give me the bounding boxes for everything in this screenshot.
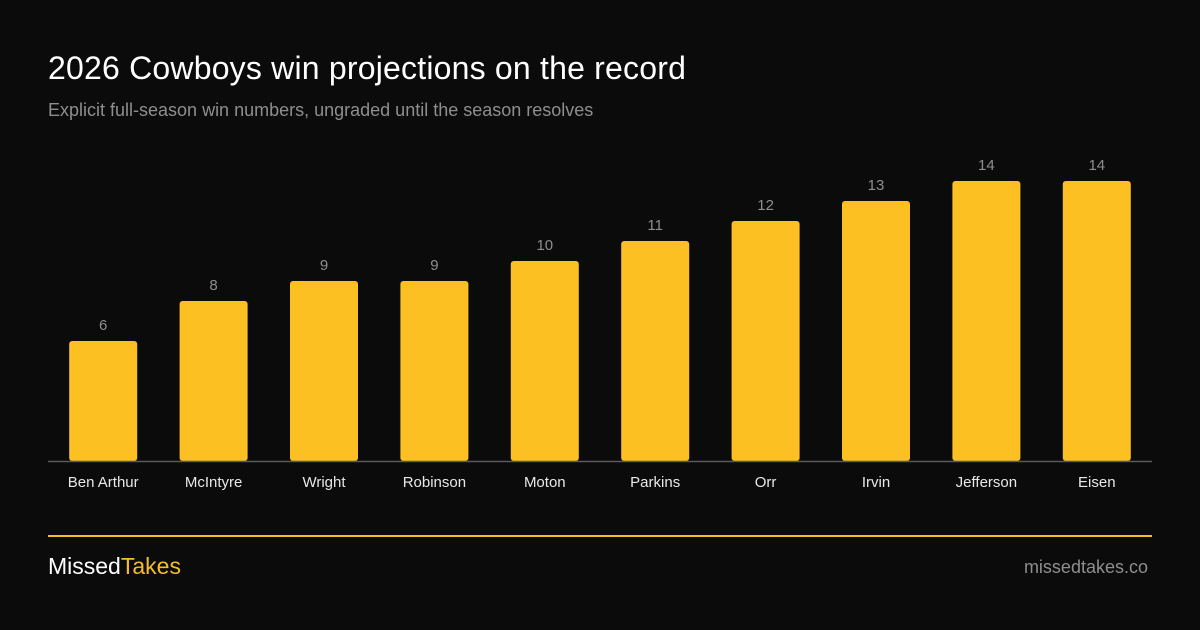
data-label-5: 11 — [647, 217, 663, 234]
category-label-7: Irvin — [862, 474, 890, 491]
category-label-9: Eisen — [1078, 474, 1116, 491]
bar-2 — [290, 281, 358, 461]
bar-1 — [179, 301, 248, 461]
footer-divider — [48, 535, 1152, 537]
chart-subtitle: Explicit full-season win numbers, ungrad… — [48, 100, 594, 120]
data-label-6: 12 — [757, 197, 774, 214]
brand-logo-part2: Takes — [120, 553, 181, 579]
data-label-3: 9 — [430, 257, 438, 274]
bar-3 — [400, 281, 469, 461]
bar-5 — [621, 241, 690, 461]
site-url: missedtakes.co — [1023, 557, 1148, 577]
data-label-7: 13 — [868, 177, 885, 194]
data-label-0: 6 — [99, 317, 107, 334]
bar-7 — [842, 201, 910, 461]
bar-4 — [510, 261, 579, 461]
category-label-3: Robinson — [403, 474, 466, 491]
brand-logo-part1: Missed — [48, 553, 121, 579]
data-label-8: 14 — [978, 157, 995, 174]
bar-0 — [69, 341, 138, 461]
bar-9 — [1062, 181, 1131, 461]
data-label-1: 8 — [209, 277, 217, 294]
category-label-5: Parkins — [630, 474, 680, 491]
category-label-8: Jefferson — [956, 474, 1017, 491]
category-label-6: Orr — [755, 474, 777, 491]
data-label-9: 14 — [1088, 157, 1105, 174]
bar-8 — [952, 181, 1021, 461]
category-label-4: Moton — [524, 474, 566, 491]
category-label-2: Wright — [302, 474, 346, 491]
category-label-1: McIntyre — [185, 474, 243, 491]
brand-logo: MissedTakes — [48, 553, 181, 580]
bar-6 — [731, 221, 800, 461]
data-label-2: 9 — [320, 257, 328, 274]
chart-title: 2026 Cowboys win projections on the reco… — [48, 50, 687, 86]
category-label-0: Ben Arthur — [68, 474, 139, 491]
data-label-4: 10 — [536, 237, 553, 254]
